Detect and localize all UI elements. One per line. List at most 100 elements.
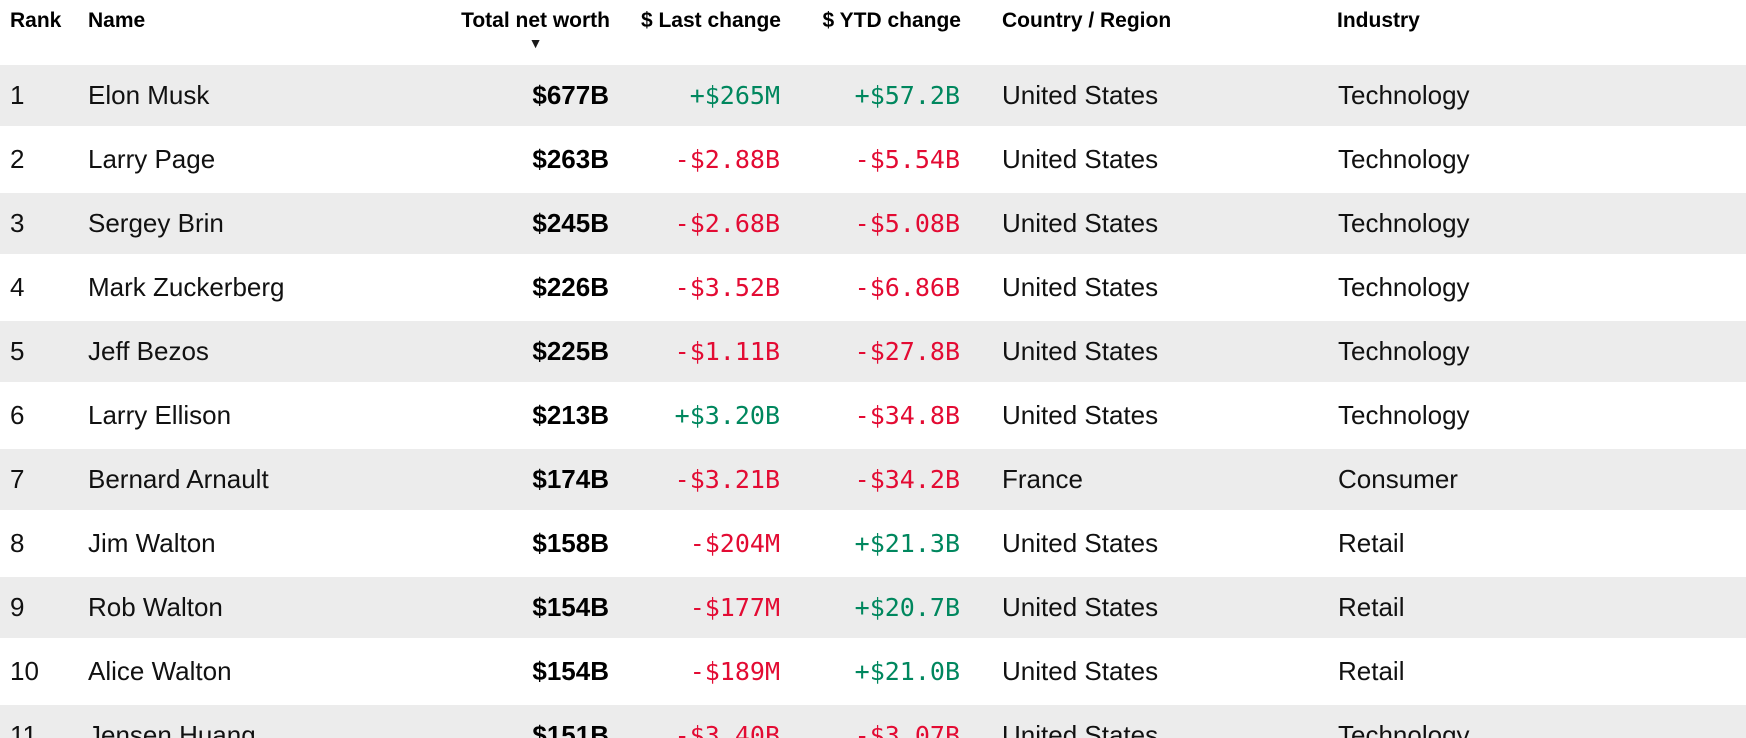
column-header-rank[interactable]: Rank: [10, 9, 62, 32]
rank-cell: 2: [10, 144, 25, 174]
country-cell: United States: [1002, 656, 1159, 686]
last-change-cell: -$1.11B: [674, 337, 780, 366]
country-cell: United States: [1002, 144, 1159, 174]
table-row[interactable]: 6 Larry Ellison $213B +$3.20B -$34.8B Un…: [0, 383, 1746, 448]
ytd-change-cell: -$34.8B: [854, 401, 960, 430]
last-change-cell: -$204M: [689, 529, 780, 558]
last-change-cell: +$265M: [689, 81, 780, 110]
last-change-cell: -$3.21B: [674, 465, 780, 494]
name-cell: Jim Walton: [88, 528, 216, 558]
rank-cell: 1: [10, 80, 25, 110]
sort-desc-icon: ▼: [528, 35, 543, 51]
country-cell: France: [1002, 464, 1083, 494]
country-cell: United States: [1002, 208, 1159, 238]
industry-cell: Retail: [1338, 656, 1405, 686]
ytd-change-cell: -$27.8B: [854, 337, 960, 366]
ytd-change-cell: -$3.07B: [854, 721, 960, 738]
rank-cell: 7: [10, 464, 25, 494]
name-cell: Jeff Bezos: [88, 336, 209, 366]
industry-cell: Technology: [1338, 272, 1470, 302]
table-row[interactable]: 11 Jensen Huang $151B -$3.40B -$3.07B Un…: [0, 703, 1746, 738]
name-cell: Larry Ellison: [88, 400, 232, 430]
table-row[interactable]: 2 Larry Page $263B -$2.88B -$5.54B Unite…: [0, 127, 1746, 192]
column-header-total-net-worth-label: Total net worth: [461, 9, 610, 32]
rank-cell: 8: [10, 528, 25, 558]
industry-cell: Retail: [1338, 592, 1405, 622]
last-change-cell: -$2.68B: [674, 209, 780, 238]
net-worth-cell: $677B: [532, 80, 609, 110]
ytd-change-cell: -$5.08B: [854, 209, 960, 238]
table-row[interactable]: 3 Sergey Brin $245B -$2.68B -$5.08B Unit…: [0, 191, 1746, 256]
rank-cell: 3: [10, 208, 25, 238]
column-header-last-change[interactable]: $ Last change: [640, 9, 781, 32]
table-row[interactable]: 9 Rob Walton $154B -$177M +$20.7B United…: [0, 575, 1746, 640]
net-worth-cell: $154B: [532, 592, 609, 622]
last-change-cell: -$2.88B: [674, 145, 780, 174]
name-cell: Mark Zuckerberg: [88, 272, 285, 302]
net-worth-cell: $245B: [532, 208, 609, 238]
industry-cell: Technology: [1338, 208, 1470, 238]
column-header-total-net-worth[interactable]: Total net worth ▼: [390, 0, 610, 65]
net-worth-cell: $263B: [532, 144, 609, 174]
ytd-change-cell: +$20.7B: [854, 593, 960, 622]
industry-cell: Consumer: [1338, 464, 1458, 494]
net-worth-cell: $158B: [532, 528, 609, 558]
rank-cell: 6: [10, 400, 25, 430]
column-header-name[interactable]: Name: [88, 9, 146, 32]
net-worth-cell: $154B: [532, 656, 609, 686]
industry-cell: Technology: [1338, 720, 1470, 738]
ytd-change-cell: -$6.86B: [854, 273, 960, 302]
country-cell: United States: [1002, 272, 1159, 302]
country-cell: United States: [1002, 400, 1159, 430]
last-change-cell: -$177M: [689, 593, 780, 622]
column-header-country-region[interactable]: Country / Region: [1002, 9, 1172, 32]
table-row[interactable]: 10 Alice Walton $154B -$189M +$21.0B Uni…: [0, 639, 1746, 704]
industry-cell: Technology: [1338, 80, 1470, 110]
table-body: 1 Elon Musk $677B +$265M +$57.2B United …: [0, 65, 1746, 738]
net-worth-cell: $174B: [532, 464, 609, 494]
last-change-cell: -$3.40B: [674, 721, 780, 738]
last-change-cell: -$3.52B: [674, 273, 780, 302]
column-header-industry[interactable]: Industry: [1337, 9, 1420, 32]
net-worth-cell: $226B: [532, 272, 609, 302]
table-row[interactable]: 7 Bernard Arnault $174B -$3.21B -$34.2B …: [0, 447, 1746, 512]
name-cell: Larry Page: [88, 144, 216, 174]
last-change-cell: +$3.20B: [674, 401, 780, 430]
table-row[interactable]: 1 Elon Musk $677B +$265M +$57.2B United …: [0, 65, 1746, 128]
industry-cell: Retail: [1338, 528, 1405, 558]
table-row[interactable]: 4 Mark Zuckerberg $226B -$3.52B -$6.86B …: [0, 255, 1746, 320]
name-cell: Jensen Huang: [88, 720, 256, 738]
industry-cell: Technology: [1338, 400, 1470, 430]
ytd-change-cell: +$21.0B: [854, 657, 960, 686]
rank-cell: 9: [10, 592, 25, 622]
country-cell: United States: [1002, 80, 1159, 110]
ytd-change-cell: -$5.54B: [854, 145, 960, 174]
net-worth-cell: $225B: [532, 336, 609, 366]
table-row[interactable]: 5 Jeff Bezos $225B -$1.11B -$27.8B Unite…: [0, 319, 1746, 384]
rank-cell: 4: [10, 272, 25, 302]
name-cell: Alice Walton: [88, 656, 232, 686]
rank-cell: 10: [10, 656, 39, 686]
column-header-ytd-change[interactable]: $ YTD change: [822, 9, 962, 32]
rank-cell: 5: [10, 336, 25, 366]
last-change-cell: -$189M: [689, 657, 780, 686]
name-cell: Bernard Arnault: [88, 464, 269, 494]
rank-cell: 11: [10, 720, 37, 738]
industry-cell: Technology: [1338, 336, 1470, 366]
ytd-change-cell: +$57.2B: [854, 81, 960, 110]
industry-cell: Technology: [1338, 144, 1470, 174]
net-worth-cell: $213B: [532, 400, 609, 430]
country-cell: United States: [1002, 528, 1159, 558]
table-row[interactable]: 8 Jim Walton $158B -$204M +$21.3B United…: [0, 511, 1746, 576]
ytd-change-cell: +$21.3B: [854, 529, 960, 558]
name-cell: Elon Musk: [88, 80, 210, 110]
ytd-change-cell: -$34.2B: [854, 465, 960, 494]
country-cell: United States: [1002, 336, 1159, 366]
net-worth-cell: $151B: [532, 720, 609, 738]
name-cell: Rob Walton: [88, 592, 223, 622]
country-cell: United States: [1002, 720, 1159, 738]
country-cell: United States: [1002, 592, 1159, 622]
name-cell: Sergey Brin: [88, 208, 224, 238]
